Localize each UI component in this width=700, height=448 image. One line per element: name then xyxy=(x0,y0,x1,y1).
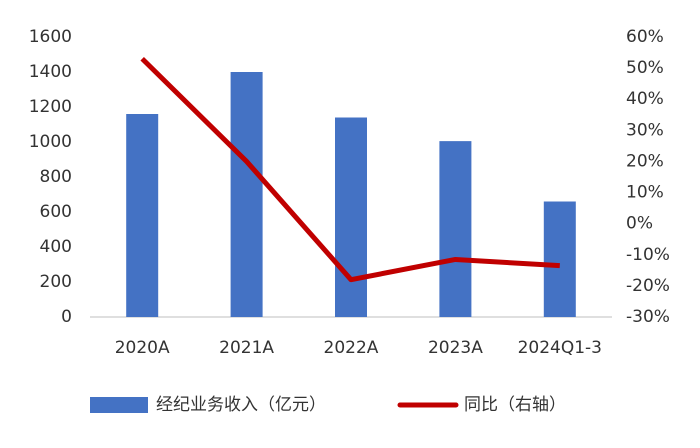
y2-tick-label: 30% xyxy=(626,120,664,140)
y-tick-label: 600 xyxy=(40,202,72,222)
x-tick-label: 2022A xyxy=(324,338,379,358)
line xyxy=(140,56,560,283)
y-tick-label: 1200 xyxy=(29,97,72,117)
y2-tick-label: -30% xyxy=(626,307,670,327)
y2-tick-label: 10% xyxy=(626,183,664,203)
y2-tick-label: 0% xyxy=(626,214,653,234)
y-tick-label: 400 xyxy=(40,237,72,257)
bar xyxy=(335,117,367,317)
y2-tick-label: 60% xyxy=(626,27,664,47)
y-tick-label: 1000 xyxy=(29,132,72,152)
y-tick-label: 0 xyxy=(61,307,72,327)
y2-tick-label: -20% xyxy=(626,276,670,296)
y2-tick-label: 40% xyxy=(626,89,664,109)
bar xyxy=(439,141,472,317)
legend-swatch xyxy=(90,397,148,413)
y2-tick-label: 20% xyxy=(626,151,664,171)
y-tick-label: 1400 xyxy=(29,62,72,82)
y2-tick-label: 50% xyxy=(626,58,664,78)
x-tick-label: 2020A xyxy=(115,338,170,358)
bar xyxy=(230,72,263,317)
y2-tick-label: -10% xyxy=(626,245,670,265)
y-tick-label: 1600 xyxy=(29,27,72,47)
bar xyxy=(126,114,159,317)
y-tick-label: 800 xyxy=(40,167,72,187)
bar xyxy=(543,201,576,317)
x-tick-label: 2021A xyxy=(219,338,274,358)
y-tick-label: 200 xyxy=(40,272,72,292)
legend-label: 经纪业务收入（亿元） xyxy=(156,395,326,415)
x-tick-label: 2023A xyxy=(428,338,483,358)
legend-label: 同比（右轴） xyxy=(464,395,566,415)
x-tick-label: 2024Q1-3 xyxy=(518,338,602,358)
